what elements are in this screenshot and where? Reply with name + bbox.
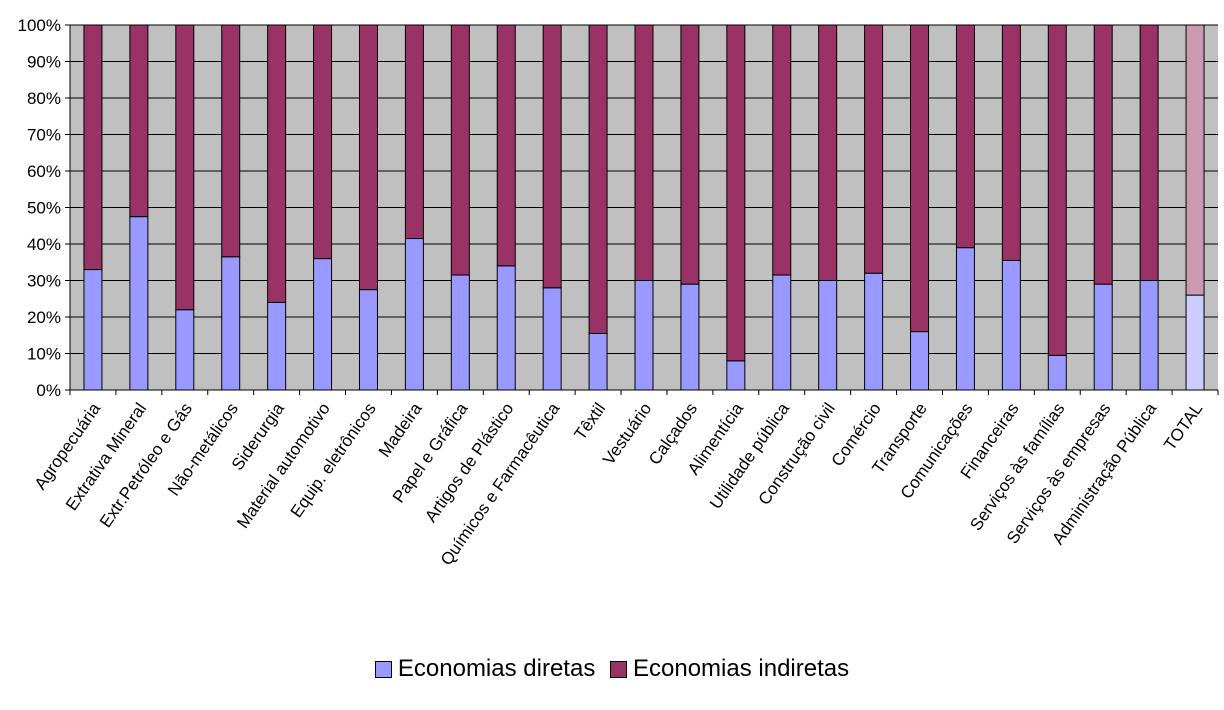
bar-segment-diretas xyxy=(267,301,287,391)
bar-segment-diretas xyxy=(358,289,378,391)
bar-segment-indiretas xyxy=(313,24,333,260)
bar-segment-indiretas xyxy=(588,24,608,334)
bar-segment-indiretas xyxy=(955,24,975,249)
x-tick-label: Extrativa Mineral xyxy=(62,399,150,514)
bar-segment-indiretas xyxy=(910,24,930,333)
legend-item-indiretas: Economias indiretas xyxy=(610,655,849,683)
y-tick-labels: 0% 10% 20% 30% 40% 50% 60% 70% 80% 90% 100% xyxy=(18,16,61,400)
y-tick-label: 0% xyxy=(36,381,61,400)
bar-segment-diretas xyxy=(680,283,700,391)
x-tick-label: TOTAL xyxy=(1160,399,1206,453)
y-tick-label: 10% xyxy=(27,345,61,364)
bar-segment-diretas xyxy=(726,360,746,391)
bar-segment-indiretas xyxy=(83,24,103,271)
bar-segment-diretas xyxy=(450,274,470,391)
bar-segment-indiretas xyxy=(267,24,287,303)
y-tick-label: 90% xyxy=(27,53,61,72)
x-tick-label: Equip. eletrônicos xyxy=(287,399,380,521)
bars xyxy=(83,24,1205,391)
legend-swatch-indiretas xyxy=(610,660,627,678)
bar-segment-indiretas xyxy=(175,24,195,311)
bar-segment-diretas xyxy=(542,287,562,391)
legend-label-diretas: Economias diretas xyxy=(397,655,596,682)
bar-segment-diretas xyxy=(83,269,103,391)
stacked-percent-bar-chart: 0% 10% 20% 30% 40% 50% 60% 70% 80% 90% 100% Agrope… xyxy=(18,16,1219,569)
bar-segment-diretas xyxy=(1093,283,1113,391)
bar-segment-indiretas xyxy=(680,24,700,285)
x-tick-label: Madeira xyxy=(375,399,426,461)
bar-segment-indiretas xyxy=(542,24,562,289)
bar-segment-indiretas xyxy=(1139,24,1159,281)
bar-segment-indiretas xyxy=(221,24,241,258)
bar-segment-diretas xyxy=(1001,259,1021,391)
bar-segment-indiretas xyxy=(772,24,792,276)
bar-segment-indiretas xyxy=(450,24,470,276)
legend-label-indiretas: Economias indiretas xyxy=(633,655,850,682)
bar-segment-diretas xyxy=(404,238,424,391)
bar-segment-indiretas xyxy=(634,24,654,281)
y-tick-label: 40% xyxy=(27,235,61,254)
legend: Economias diretas Economias indiretas xyxy=(0,655,1224,685)
y-tick-label: 70% xyxy=(27,126,61,145)
y-tick-label: 50% xyxy=(27,199,61,218)
bar-segment-diretas xyxy=(1047,354,1067,391)
bar-segment-indiretas xyxy=(726,24,746,362)
bar-segment-diretas xyxy=(313,258,333,391)
bar-segment-diretas xyxy=(634,280,654,391)
bar-segment-indiretas xyxy=(1047,24,1067,356)
bar-segment-diretas xyxy=(175,309,195,391)
y-tick-label: 20% xyxy=(27,308,61,327)
bar-segment-diretas xyxy=(1185,294,1205,391)
y-tick-label: 80% xyxy=(27,89,61,108)
bar-segment-indiretas xyxy=(129,24,149,218)
axes xyxy=(65,24,1219,395)
bar-segment-indiretas xyxy=(1185,24,1205,296)
bar-segment-diretas xyxy=(864,272,884,391)
y-tick-label: 30% xyxy=(27,272,61,291)
y-tick-label: 100% xyxy=(18,16,61,35)
bar-segment-indiretas xyxy=(1093,24,1113,285)
bar-segment-diretas xyxy=(221,256,241,391)
bar-segment-diretas xyxy=(496,265,516,391)
legend-item-diretas: Economias diretas xyxy=(374,655,596,683)
bar-segment-indiretas xyxy=(1001,24,1021,261)
bar-segment-diretas xyxy=(129,216,149,391)
bar-segment-diretas xyxy=(588,332,608,391)
bar-segment-indiretas xyxy=(818,24,838,281)
bar-segment-diretas xyxy=(818,280,838,391)
x-tick-label: Têxtil xyxy=(570,399,609,443)
bar-segment-indiretas xyxy=(404,24,424,240)
bar-segment-indiretas xyxy=(496,24,516,267)
legend-swatch-diretas xyxy=(374,660,392,678)
bar-segment-diretas xyxy=(772,274,792,391)
bar-segment-indiretas xyxy=(864,24,884,274)
bar-segment-diretas xyxy=(1139,280,1159,391)
bar-segment-diretas xyxy=(955,247,975,391)
y-tick-label: 60% xyxy=(27,162,61,181)
bar-segment-diretas xyxy=(910,331,930,391)
bar-segment-indiretas xyxy=(358,24,378,291)
